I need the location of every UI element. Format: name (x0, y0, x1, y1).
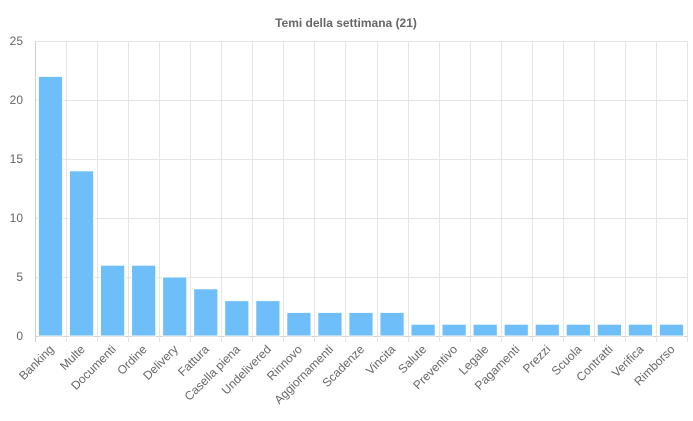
chart-title: Temi della settimana (21) (275, 16, 417, 30)
bar (131, 264, 157, 337)
bar (410, 323, 436, 337)
y-tick-label: 25 (10, 34, 24, 48)
y-tick-label: 20 (10, 93, 24, 107)
bar (162, 276, 188, 337)
bar (596, 323, 622, 337)
y-tick-label: 0 (16, 329, 23, 343)
bar (100, 264, 126, 337)
bars (37, 75, 685, 337)
y-axis-ticks: 0 5 10 15 20 25 (10, 34, 24, 343)
bar (658, 323, 685, 337)
bar (286, 311, 312, 337)
x-tick-label: Banking (16, 342, 57, 383)
x-tick-label: Vincita (363, 342, 398, 377)
bar (565, 323, 591, 337)
bar (37, 75, 64, 337)
bar (472, 323, 498, 337)
x-axis-ticks: Banking MulteDocumentiOrdineDeliveryFattu… (16, 342, 678, 407)
x-tick-label: Prezzi (520, 342, 553, 375)
bar (193, 288, 219, 337)
bar (317, 311, 343, 337)
y-tick-label: 15 (10, 152, 24, 166)
bar (627, 323, 654, 337)
y-tick-label: 10 (10, 211, 24, 225)
bar (255, 300, 281, 337)
bar (348, 311, 374, 337)
grid (35, 41, 688, 342)
bar (68, 170, 95, 337)
bar (503, 323, 529, 337)
bar (534, 323, 560, 337)
x-tick-label: Delivery (140, 342, 181, 383)
bar (224, 300, 250, 337)
bar (379, 311, 405, 337)
bar (441, 323, 467, 337)
y-tick-label: 5 (16, 270, 23, 284)
